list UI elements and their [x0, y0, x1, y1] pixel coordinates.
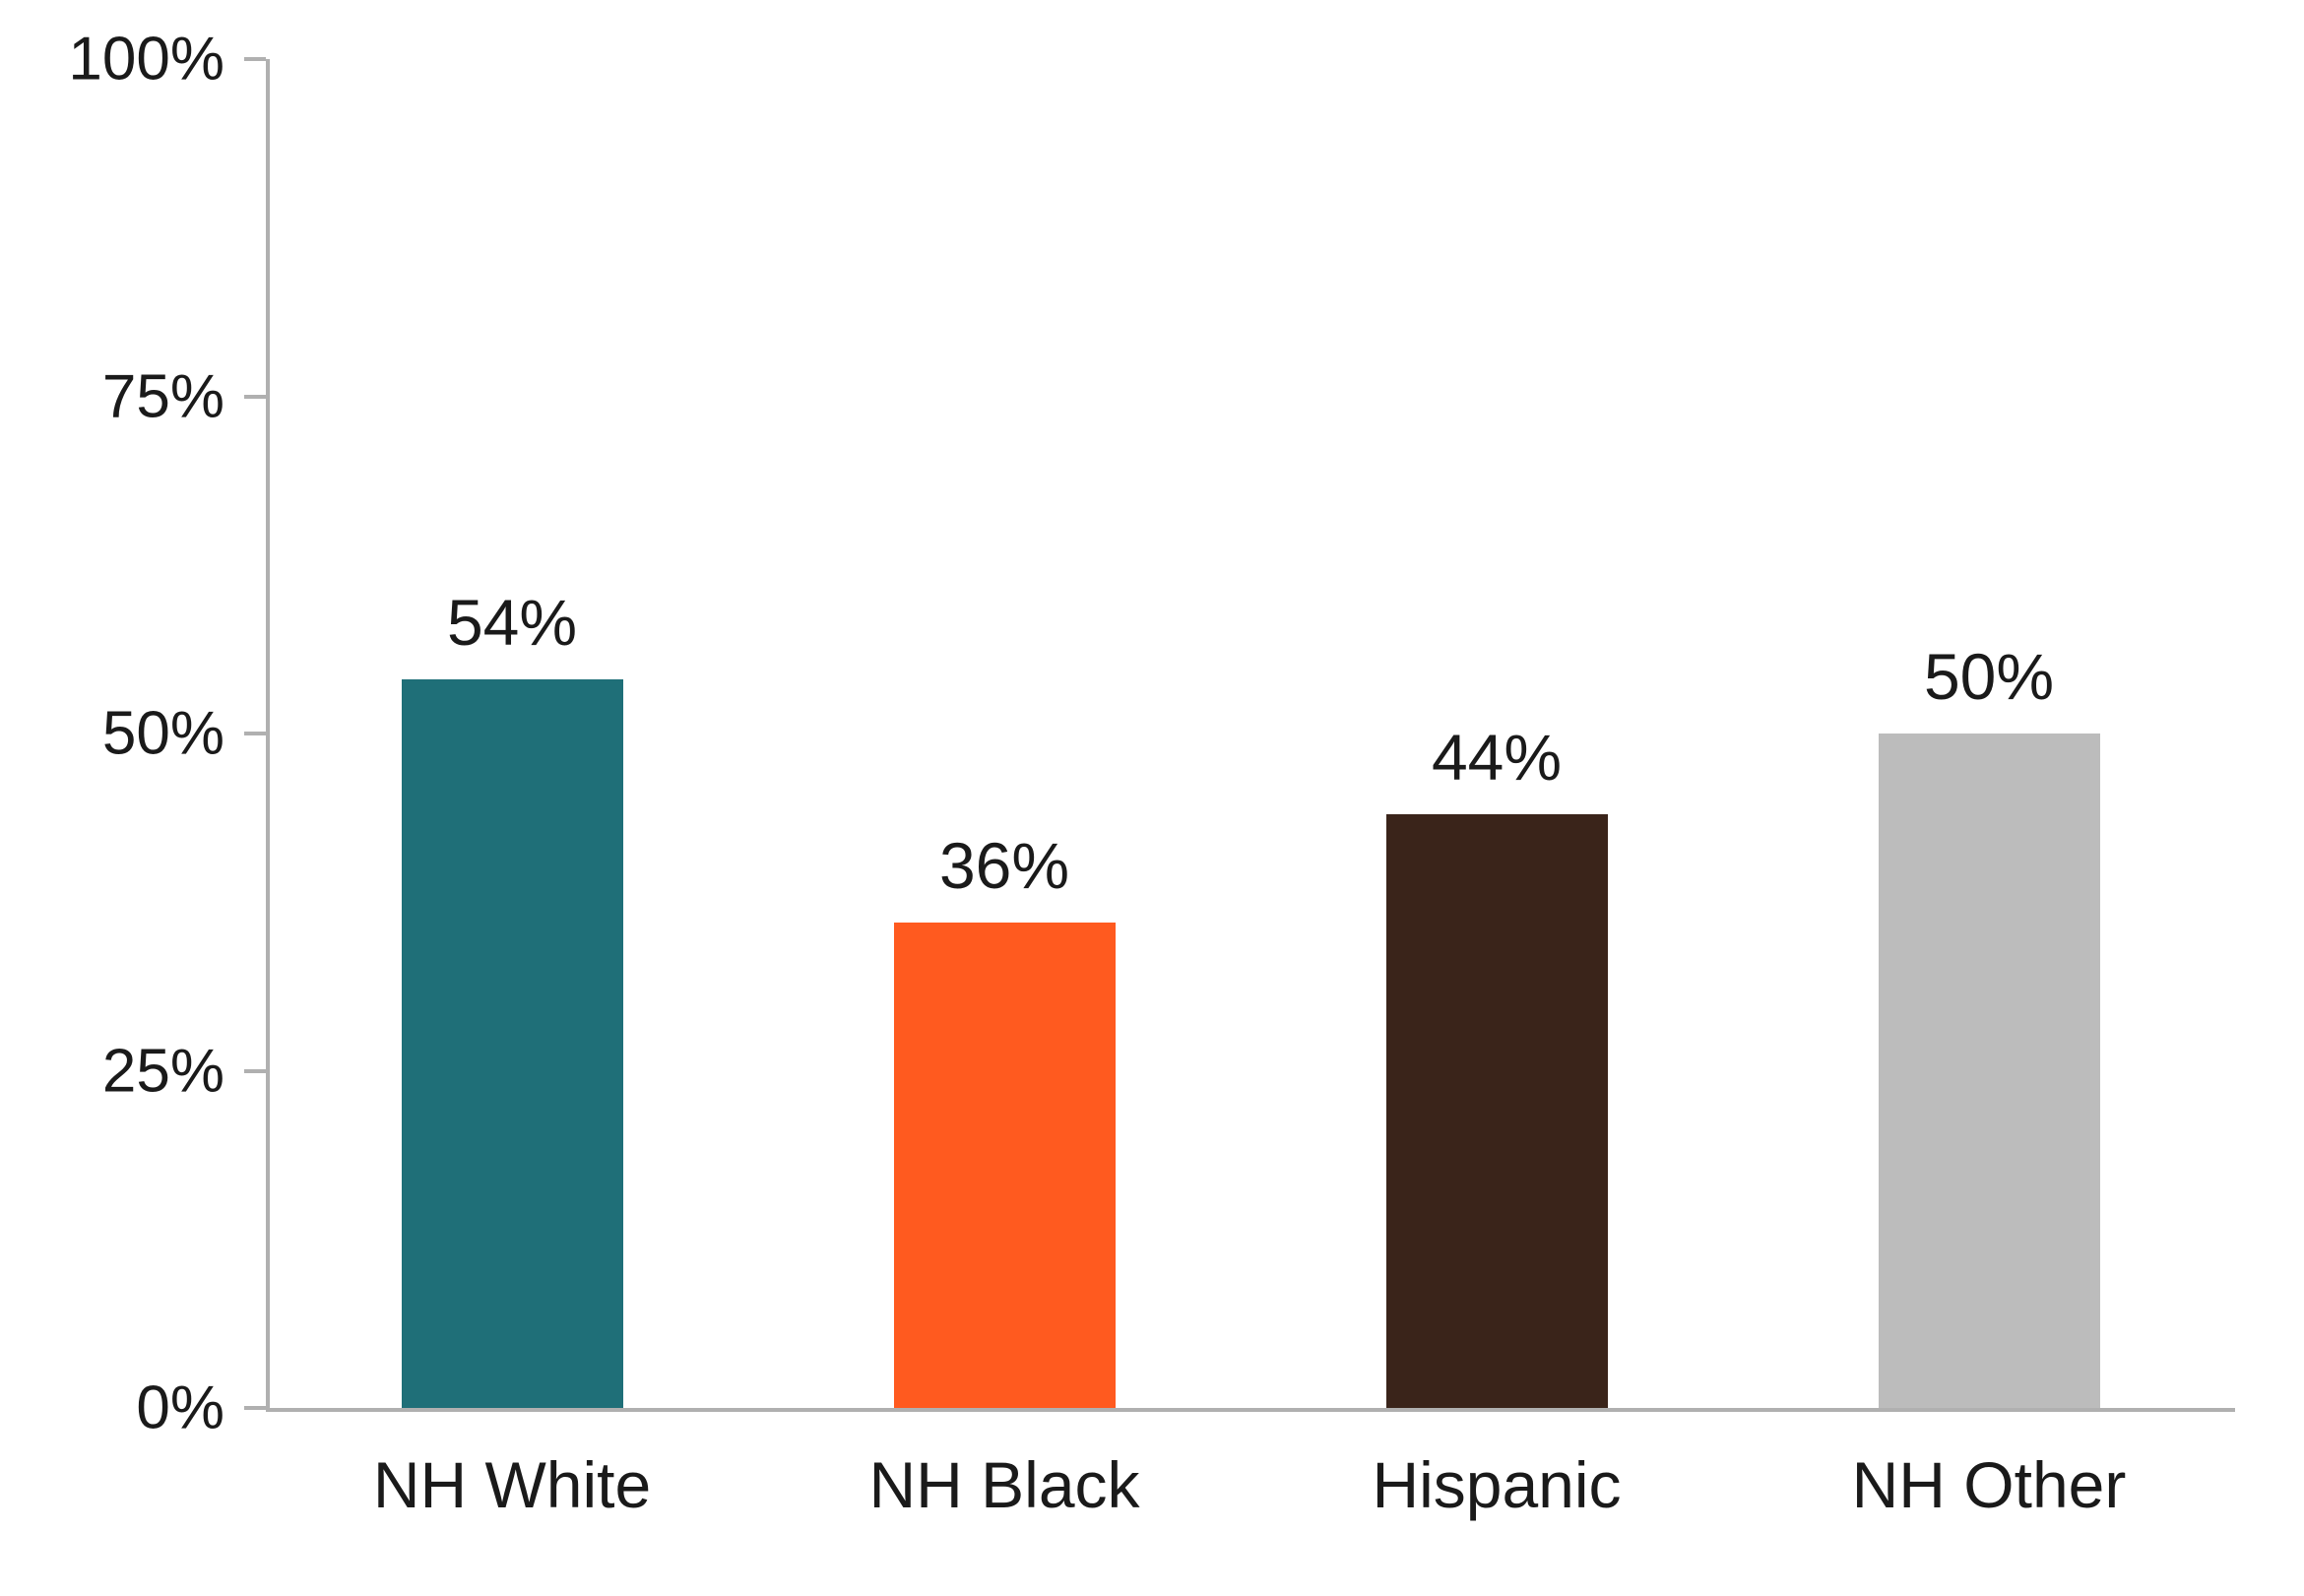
data-label: 54%: [447, 585, 577, 660]
bar: [402, 679, 623, 1408]
y-axis-line: [266, 59, 270, 1408]
y-tick-mark: [244, 57, 266, 61]
y-tick-mark: [244, 1069, 266, 1073]
x-category-label: NH White: [373, 1447, 651, 1522]
data-label: 44%: [1432, 720, 1562, 795]
bar: [1386, 814, 1608, 1408]
y-tick-label: 25%: [102, 1036, 224, 1106]
y-tick-mark: [244, 732, 266, 735]
y-tick-label: 100%: [68, 25, 224, 95]
y-tick-label: 50%: [102, 699, 224, 769]
bar: [1879, 734, 2100, 1408]
y-tick-label: 0%: [136, 1373, 224, 1443]
bar-chart: 0% 25% 50% 75% 100% 54% NH White 36% NH Black 44%…: [0, 0, 2304, 1596]
data-label: 36%: [939, 828, 1069, 903]
x-category-label: NH Black: [868, 1447, 1139, 1522]
y-tick-mark: [244, 395, 266, 399]
data-label: 50%: [1924, 639, 2054, 714]
y-tick-label: 75%: [102, 361, 224, 431]
x-category-label: Hispanic: [1372, 1447, 1621, 1522]
bar: [894, 923, 1116, 1408]
x-category-label: NH Other: [1852, 1447, 2127, 1522]
y-tick-mark: [244, 1406, 266, 1410]
x-axis-line: [266, 1408, 2235, 1412]
